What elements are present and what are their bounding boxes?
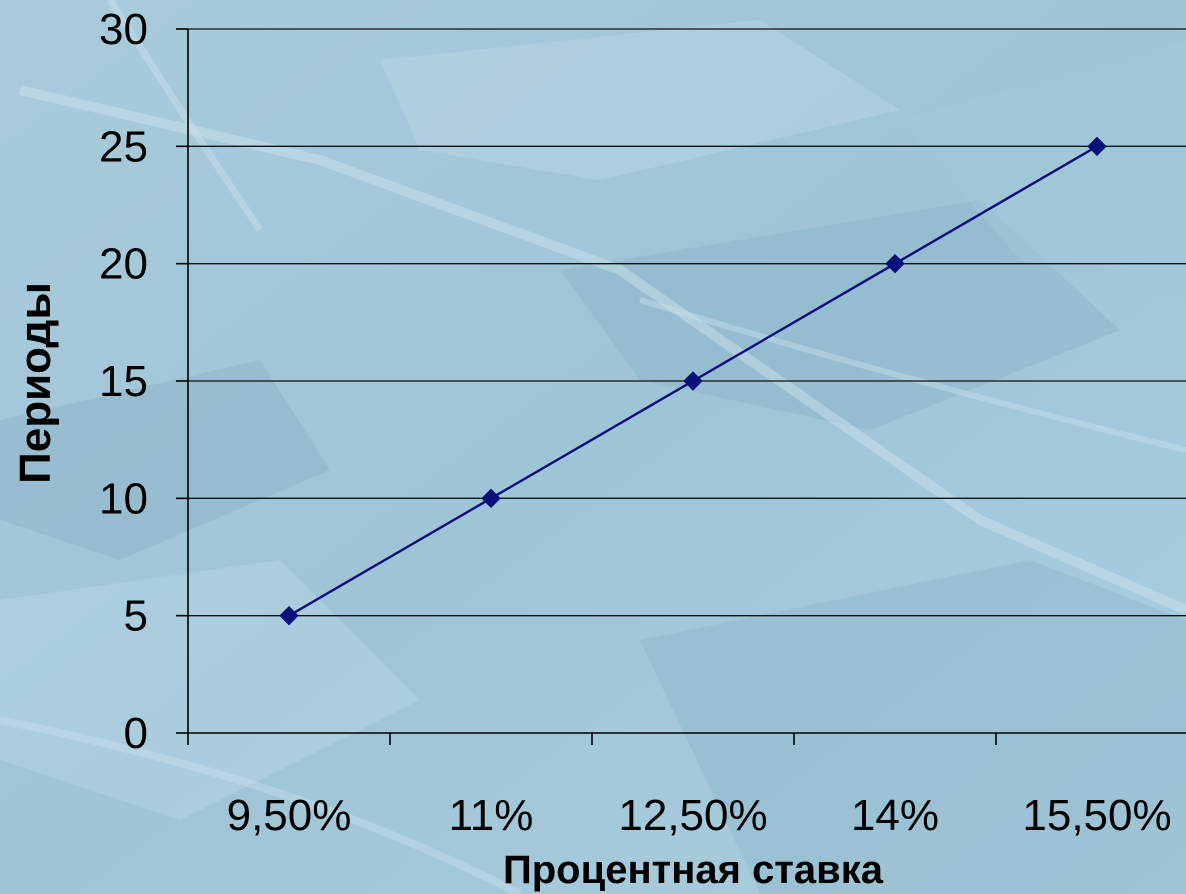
y-tick-label: 20	[99, 240, 148, 289]
y-tick-label: 10	[99, 474, 148, 523]
y-tick-label: 25	[99, 122, 148, 171]
x-tick-label: 12,50%	[618, 791, 767, 840]
x-tick-label: 11%	[449, 791, 534, 840]
plot-area: 0 5 10 15 20 25 30 9,50% 11% 12,50% 14% 15,50%	[99, 5, 1186, 840]
y-tick-label: 5	[124, 592, 148, 641]
y-tick-label: 30	[99, 5, 148, 54]
x-tick-label: 15,50%	[1022, 791, 1171, 840]
x-tick-label: 9,50%	[227, 791, 352, 840]
x-tick-label: 14%	[851, 791, 939, 840]
data-point-marker	[885, 253, 905, 274]
x-axis-title: Процентная ставка	[503, 848, 884, 892]
y-axis-title: Периоды	[11, 282, 60, 484]
y-tick-label: 15	[99, 357, 148, 406]
data-point-marker	[683, 371, 703, 391]
data-point-marker	[279, 605, 299, 626]
data-point-marker	[1087, 136, 1107, 157]
y-tick-label: 0	[124, 709, 148, 758]
data-point-marker	[481, 488, 501, 509]
